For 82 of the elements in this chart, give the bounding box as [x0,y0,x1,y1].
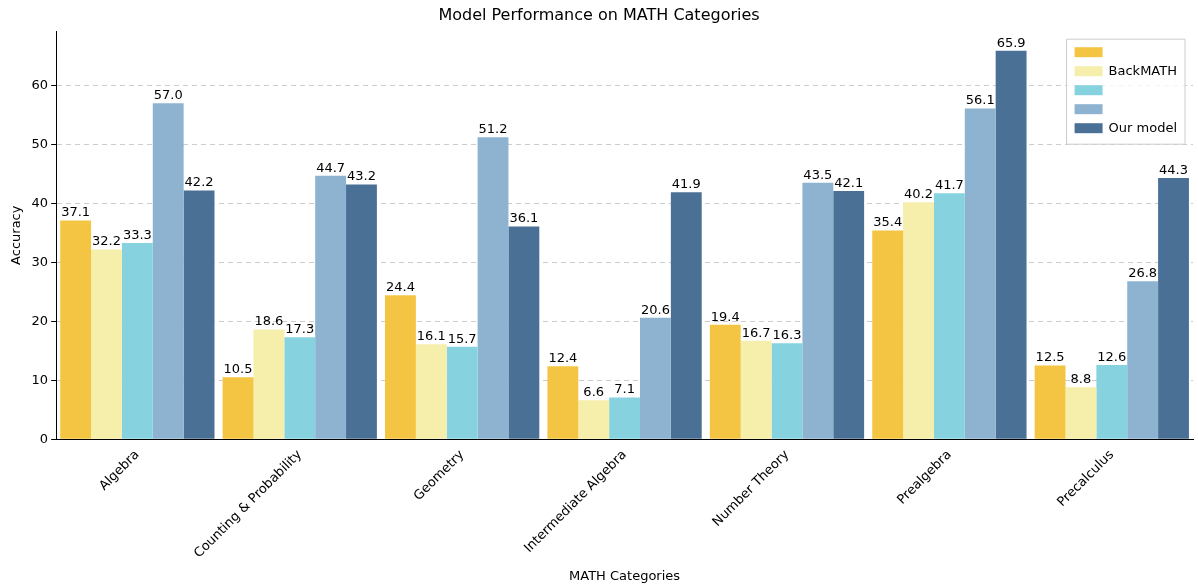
bar [385,295,416,439]
data-label: 6.6 [583,384,605,400]
bar [640,317,671,439]
bar [315,175,347,439]
y-tick-label: 50 [31,135,49,151]
data-label: 24.4 [385,279,415,295]
bar [709,324,741,439]
bar [933,193,965,439]
bar [121,242,153,439]
data-label: 56.1 [965,92,995,108]
bar [903,202,934,439]
data-label: 12.4 [548,350,578,366]
bar [253,329,285,439]
data-label: 8.8 [1070,371,1092,387]
data-label: 10.5 [223,361,253,377]
data-label: 51.2 [478,121,508,137]
bar [477,137,509,439]
bar [771,343,803,439]
y-axis-title: Accuracy [8,205,24,265]
bar [508,226,540,439]
bar [872,230,904,439]
data-label: 12.6 [1097,348,1127,364]
bar [1127,281,1159,439]
bar [802,182,834,439]
chart-title: Model Performance on MATH Categories [438,4,760,24]
bar [152,103,184,439]
x-axis-title: MATH Categories [569,567,681,583]
bar [609,397,640,439]
data-label: 32.2 [92,233,121,249]
y-tick-label: 40 [31,194,49,210]
y-tick-label: 60 [31,76,49,92]
data-label: 43.2 [346,168,376,184]
data-label: 16.7 [741,324,771,340]
data-label: 44.7 [316,159,346,175]
data-label: 57.0 [153,87,183,103]
bar [60,220,92,439]
data-label: 36.1 [509,210,539,226]
data-label: 19.4 [710,308,740,324]
data-label: 26.8 [1128,265,1158,281]
legend-label: BackMATH [1108,62,1177,78]
data-label: 7.1 [614,381,635,397]
bar [964,108,996,439]
bar [346,184,377,439]
data-label: 42.1 [834,174,864,190]
legend-label: Our model [1108,119,1178,135]
data-label: 20.6 [640,301,670,317]
bar [183,190,215,439]
data-label: 15.7 [447,330,477,346]
data-label: 65.9 [996,34,1026,50]
bar [222,377,254,439]
data-label: 16.1 [416,328,446,344]
data-label: 17.3 [285,321,315,337]
y-tick-label: 20 [31,312,49,328]
data-label: 37.1 [61,204,91,220]
bar [1096,364,1128,439]
bar [446,346,478,439]
bar [833,191,865,439]
data-label: 33.3 [122,226,152,242]
data-label: 44.3 [1159,161,1188,177]
data-label: 35.4 [873,214,903,230]
bar [415,344,447,439]
data-label: 41.9 [671,176,701,192]
data-label: 40.2 [904,186,934,202]
data-label: 18.6 [254,313,284,329]
bar [740,340,772,439]
data-label: 41.7 [934,177,964,193]
bar [578,400,610,439]
bar [1034,365,1066,439]
bar [284,337,316,439]
y-tick-label: 30 [31,253,49,269]
data-label: 43.5 [803,166,833,182]
data-label: 12.5 [1035,349,1065,365]
data-label: 42.2 [184,174,214,190]
bar [1158,178,1189,439]
bar [91,249,122,439]
data-label: 16.3 [772,327,802,343]
bar [547,366,579,439]
bar [995,50,1027,439]
y-tick-label: 10 [31,371,49,387]
bar [1065,387,1097,439]
y-tick-label: 0 [39,430,49,446]
bar [670,192,702,439]
